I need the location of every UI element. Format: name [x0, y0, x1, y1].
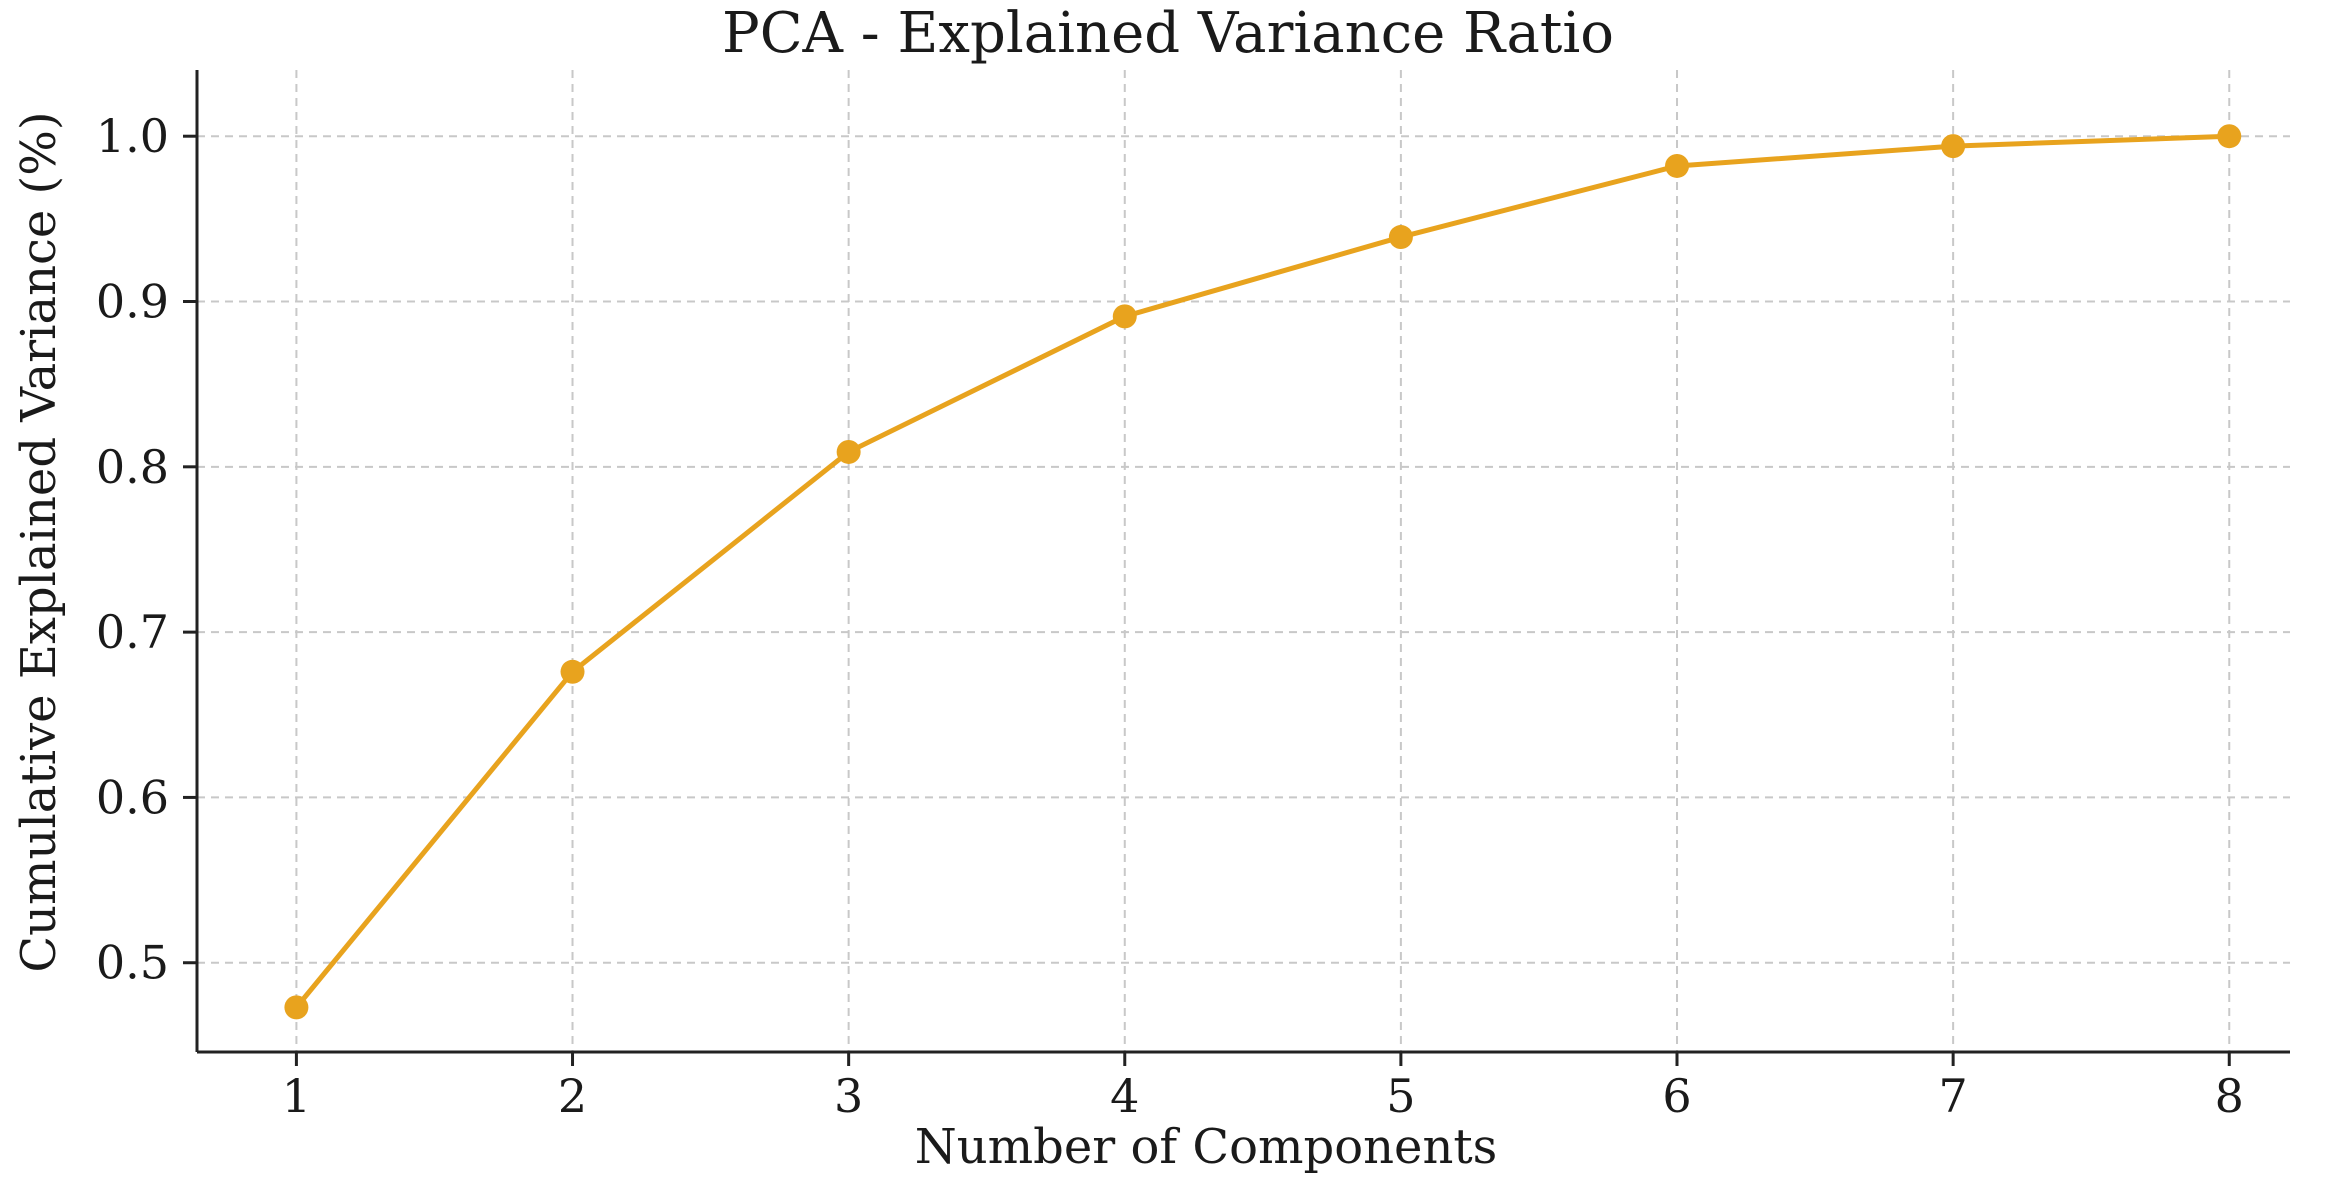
y-tick-label: 0.7 [96, 605, 169, 659]
x-tick-label: 7 [1938, 1069, 1967, 1123]
grid [197, 70, 2290, 1052]
series-line [293, 133, 2232, 1010]
x-tick-label: 4 [1110, 1069, 1139, 1123]
x-tick-label: 3 [834, 1069, 863, 1123]
data-point [1665, 153, 1690, 178]
series [284, 124, 2242, 1020]
tick-labels: 1 2 3 4 5 6 7 8 0.5 0.6 0.7 0.8 0.9 1.0 [96, 109, 2244, 1123]
y-tick-label: 1.0 [96, 109, 169, 163]
x-tick-label: 6 [1662, 1069, 1691, 1123]
data-point [1388, 225, 1413, 250]
data-point [1941, 134, 1966, 159]
axes [183, 70, 2290, 1066]
x-tick-label: 8 [2215, 1069, 2244, 1123]
data-point [836, 439, 861, 464]
y-tick-label: 0.6 [96, 770, 169, 824]
y-axis-label: Cumulative Explained Variance (%) [11, 111, 67, 972]
chart-title: PCA - Explained Variance Ratio [722, 1, 1614, 66]
data-point [1112, 304, 1137, 329]
data-point [2217, 124, 2242, 149]
x-tick-label: 5 [1386, 1069, 1415, 1123]
labels: PCA - Explained Variance Ratio Number of… [11, 1, 1614, 1175]
data-point [284, 995, 309, 1020]
x-tick-label: 1 [282, 1069, 311, 1123]
y-tick-label: 0.9 [96, 275, 169, 329]
y-tick-label: 0.5 [96, 936, 169, 990]
data-point [560, 659, 585, 684]
x-tick-label: 2 [558, 1069, 587, 1123]
x-axis-label: Number of Components [915, 1119, 1498, 1175]
y-tick-label: 0.8 [96, 440, 169, 494]
